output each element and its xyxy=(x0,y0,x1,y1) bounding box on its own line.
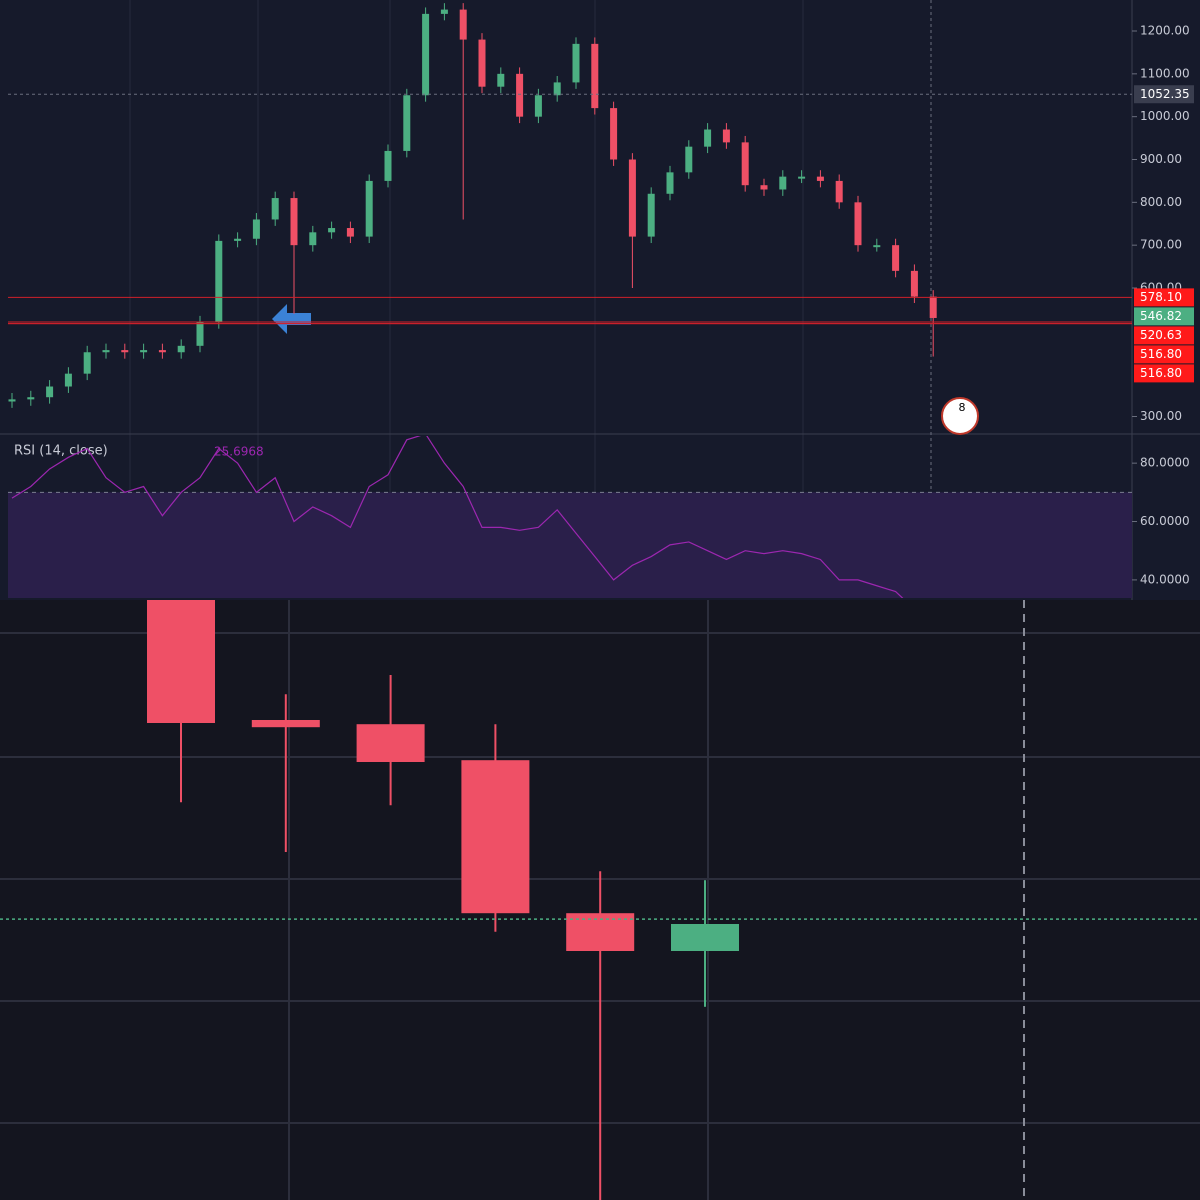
candles xyxy=(147,600,739,1200)
candle-body xyxy=(553,82,561,96)
candle-body xyxy=(628,159,636,237)
flag-badge xyxy=(941,397,979,435)
arrow-icon xyxy=(272,304,311,334)
candle-body xyxy=(534,95,542,117)
candle-body xyxy=(572,43,580,83)
price-label: 578.10 xyxy=(1140,290,1182,304)
candle-body xyxy=(83,352,91,374)
candle-body xyxy=(27,397,35,400)
candle-body xyxy=(610,108,618,160)
candles xyxy=(8,3,937,408)
candle-body xyxy=(177,345,185,353)
candle-body xyxy=(478,39,486,87)
y-tick-label: 1200.00 xyxy=(1140,24,1190,38)
price-label: 1052.35 xyxy=(1140,87,1190,101)
candle-body xyxy=(741,142,749,186)
candle-body xyxy=(158,350,166,353)
price-label-bg xyxy=(1134,345,1194,364)
candle-body xyxy=(440,9,448,14)
candle-body xyxy=(403,95,411,151)
y-tick-label: 1000.00 xyxy=(1140,109,1190,123)
y-tick-label: 80.0000 xyxy=(1140,456,1190,470)
y-tick-label: 40.0000 xyxy=(1140,572,1190,586)
price-label: 516.80 xyxy=(1140,347,1182,361)
y-tick-label: 300.00 xyxy=(1140,409,1182,423)
candle-body xyxy=(685,146,693,173)
candle-body xyxy=(892,245,900,271)
y-tick-label: 60.0000 xyxy=(1140,514,1190,528)
candle-body xyxy=(461,760,530,914)
price-label: 520.63 xyxy=(1140,328,1182,342)
candle-body xyxy=(290,198,298,246)
price-label: 546.82 xyxy=(1140,309,1182,323)
candle-body xyxy=(8,399,16,402)
candle-body xyxy=(102,350,110,353)
candle-body xyxy=(140,350,148,353)
candle-body xyxy=(704,129,712,147)
candle-body xyxy=(147,600,215,723)
y-tick-label: 900.00 xyxy=(1140,152,1182,166)
candle-body xyxy=(215,240,223,323)
candle-body xyxy=(196,322,204,346)
price-label: 516.80 xyxy=(1140,366,1182,380)
y-tick-label: 700.00 xyxy=(1140,238,1182,252)
candle-body xyxy=(497,73,505,87)
candle-body xyxy=(760,185,768,190)
candle-body xyxy=(671,924,739,951)
y-tick-label: 800.00 xyxy=(1140,195,1182,209)
candle-body xyxy=(251,720,320,728)
candle-body xyxy=(835,180,843,203)
price-label-bg xyxy=(1134,364,1194,383)
candle-body xyxy=(647,193,655,237)
candle-body xyxy=(798,176,806,179)
candle-body xyxy=(910,270,918,297)
candle-body xyxy=(384,150,392,181)
price-label-bg xyxy=(1134,326,1194,345)
candle-body xyxy=(929,296,937,318)
candle-body xyxy=(516,73,524,117)
price-label-bg xyxy=(1134,307,1194,326)
candle-body xyxy=(252,219,260,239)
candle-body xyxy=(234,238,242,241)
candle-body xyxy=(816,176,824,181)
rsi-title: RSI (14, close) xyxy=(14,444,108,459)
rsi-line xyxy=(11,436,904,598)
price-label-bg xyxy=(1134,288,1194,307)
candle-body xyxy=(328,228,336,233)
candle-body xyxy=(365,180,373,237)
rsi-value: 25.6968 xyxy=(214,445,264,459)
candle-body xyxy=(346,228,354,237)
candle-body xyxy=(873,245,881,248)
candle-body xyxy=(666,172,674,194)
candle-body xyxy=(422,13,430,96)
candle-body xyxy=(46,386,54,398)
candle-body xyxy=(722,129,730,143)
candle-body xyxy=(271,198,279,220)
price-label-bg xyxy=(1134,85,1194,104)
rsi-band xyxy=(8,492,1132,598)
candle-body xyxy=(356,724,425,762)
candle-body xyxy=(591,43,599,109)
candle-body xyxy=(64,373,72,387)
candle-body xyxy=(779,176,787,190)
candle-body xyxy=(854,202,862,246)
candle-body xyxy=(309,232,317,246)
candle-body xyxy=(459,9,467,40)
y-tick-label: 1100.00 xyxy=(1140,66,1190,80)
candle-body xyxy=(121,350,129,353)
badge-count: 8 xyxy=(959,401,966,414)
